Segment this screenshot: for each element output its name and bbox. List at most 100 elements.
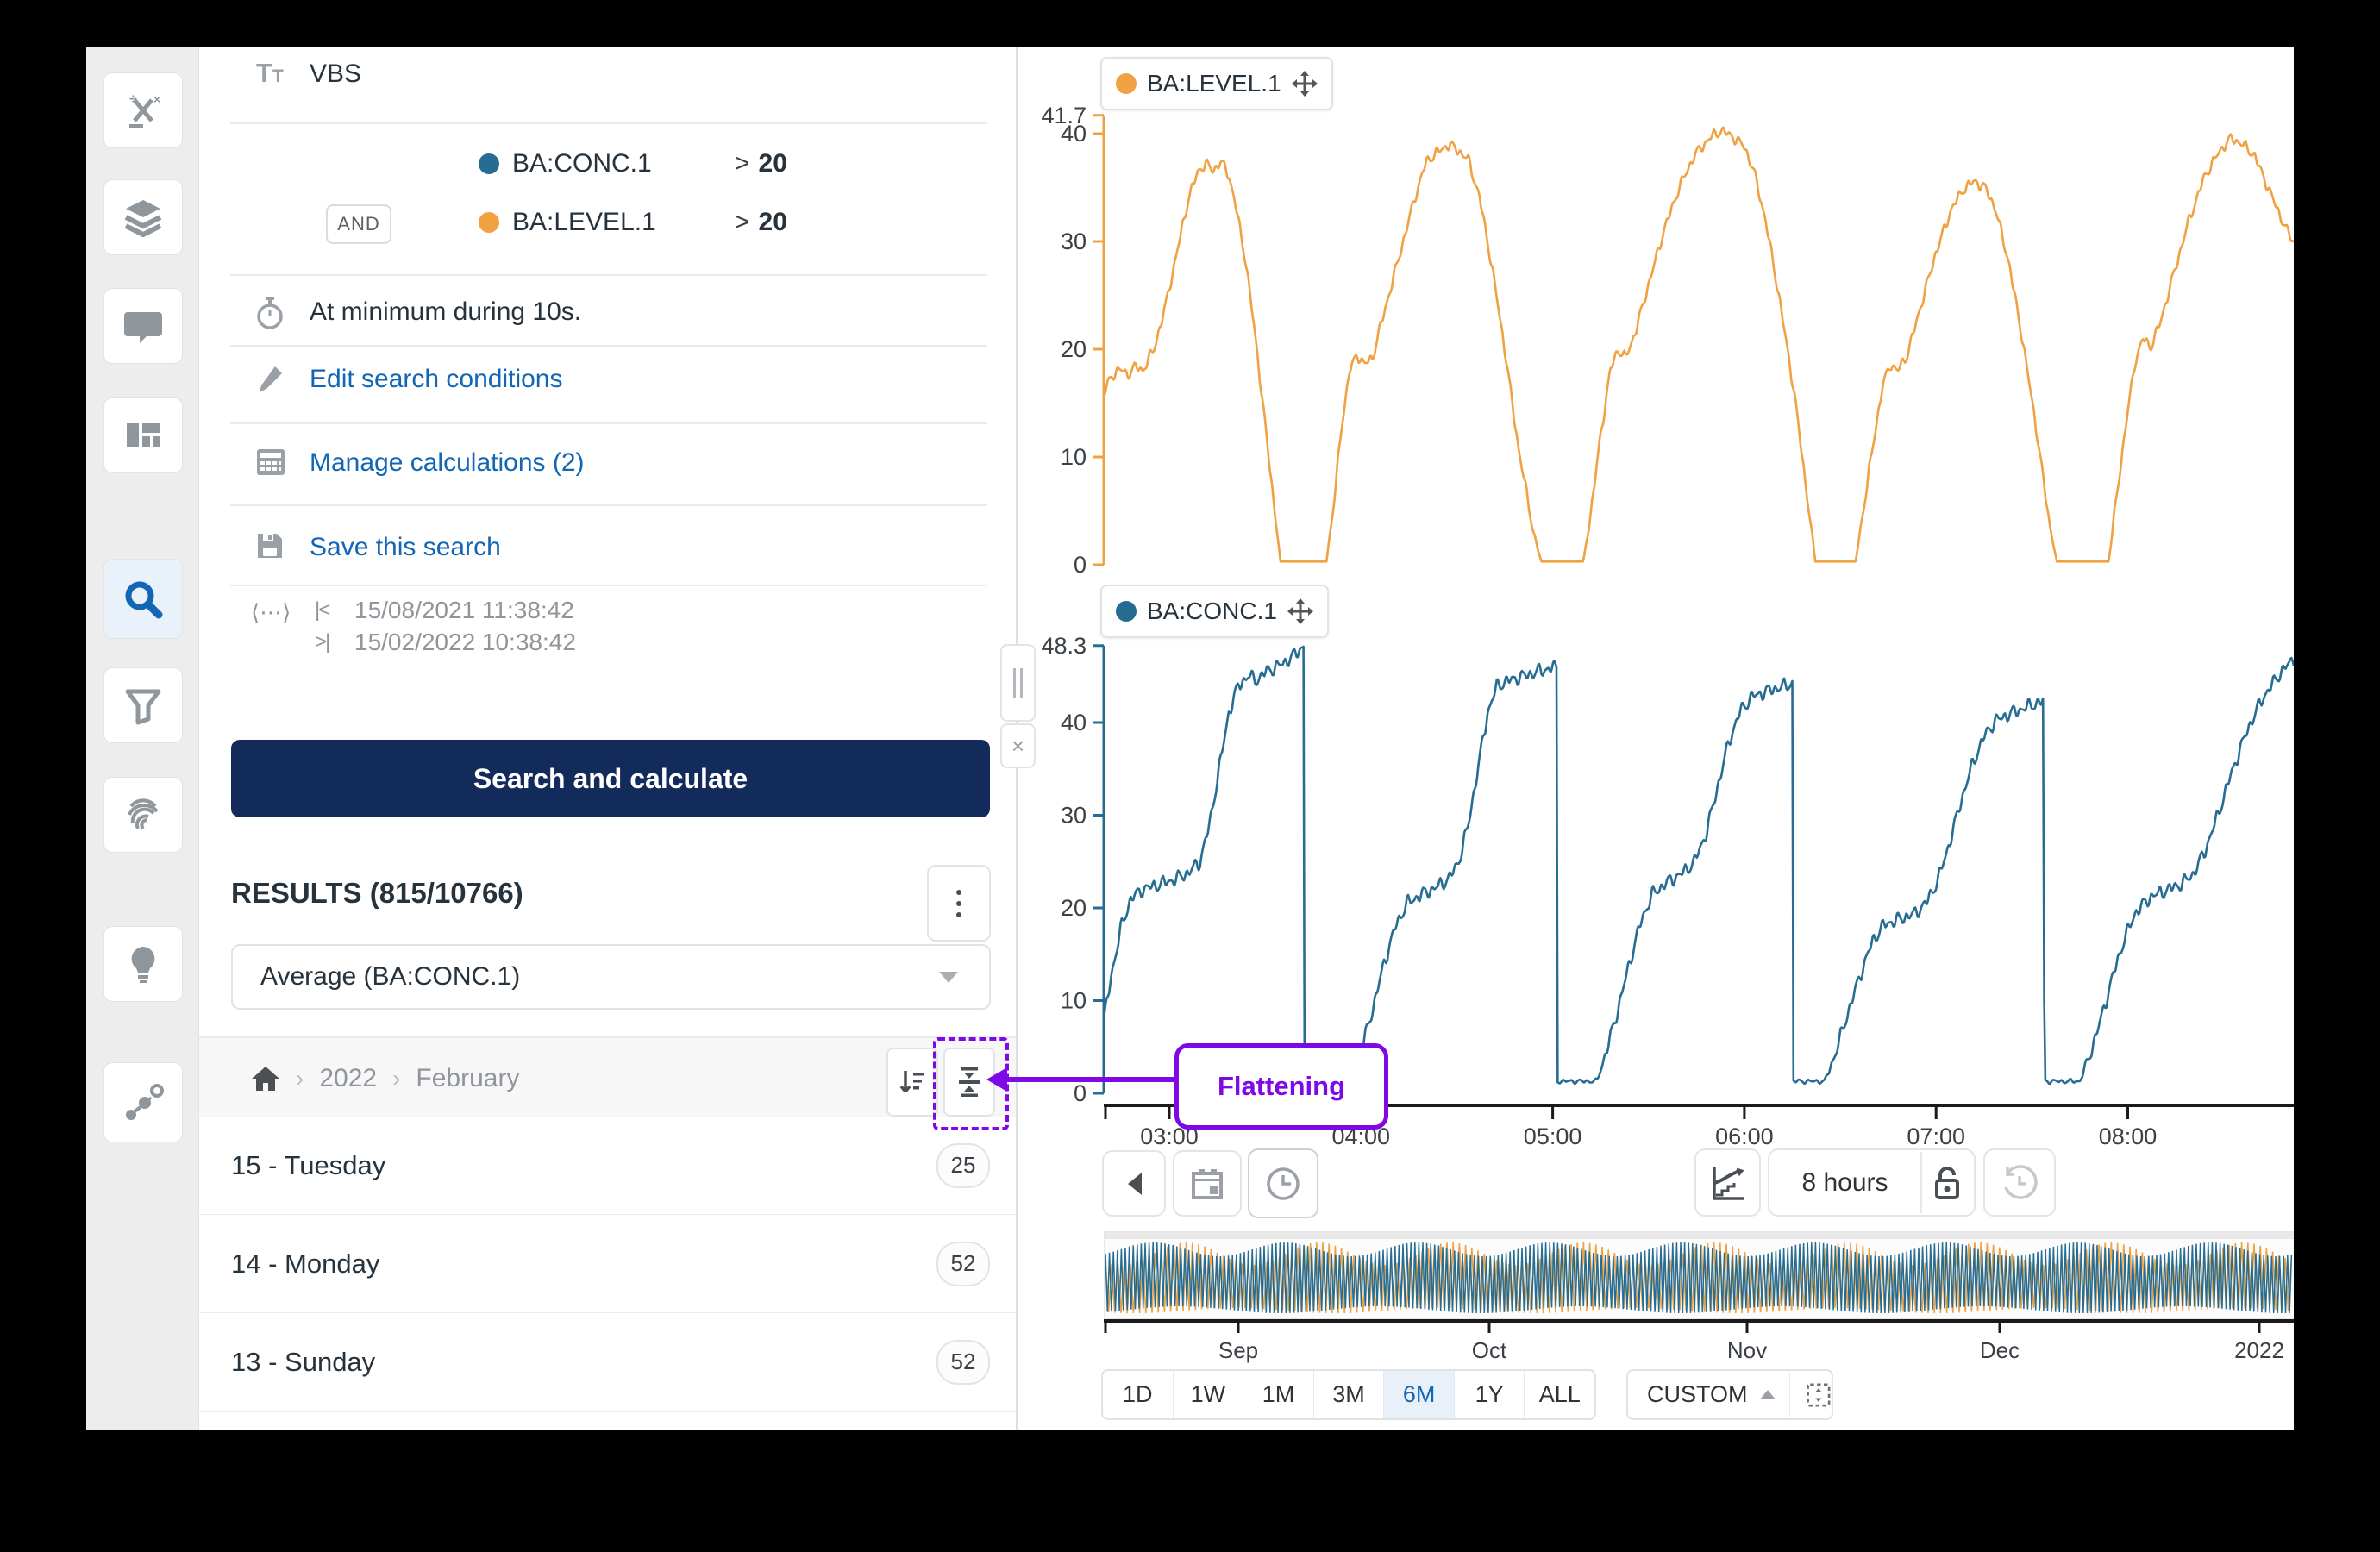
result-row[interactable]: 15 - Tuesday 25 <box>199 1117 1016 1216</box>
chevron-right-icon: › <box>392 1064 401 1092</box>
time-of-day-button[interactable] <box>1248 1148 1318 1218</box>
move-icon[interactable] <box>1287 598 1313 624</box>
lightbulb-icon <box>131 947 155 983</box>
zoom-1d[interactable]: 1D <box>1103 1371 1174 1418</box>
duration-field[interactable]: 8 hours <box>1768 1148 1976 1217</box>
overview-top-bar <box>1105 1232 2294 1239</box>
clock-icon <box>1267 1167 1300 1200</box>
tag-color-dot <box>479 212 499 233</box>
rail-filter-button[interactable] <box>103 667 183 743</box>
chevron-up-icon <box>1759 1390 1776 1399</box>
conc-series-legend[interactable]: BA:CONC.1 <box>1100 585 1329 638</box>
flattening-annotation: Flattening <box>1174 1043 1388 1130</box>
rail-recommendation-button[interactable] <box>103 926 183 1002</box>
move-icon[interactable] <box>1291 71 1318 97</box>
compare-trends-button[interactable] <box>1694 1148 1761 1217</box>
filter-icon <box>125 689 161 725</box>
results-menu-button[interactable] <box>927 865 991 942</box>
duration-value: 8 hours <box>1801 1167 1888 1197</box>
flattening-toggle-button[interactable] <box>943 1048 995 1117</box>
search-icon <box>125 581 163 618</box>
chevron-left-icon <box>1128 1172 1142 1195</box>
stopwatch-icon <box>257 297 283 329</box>
divider <box>230 345 987 347</box>
rail-formula-button[interactable]: ÷ × <box>103 72 183 148</box>
svg-text:Dec: Dec <box>1980 1337 2020 1363</box>
search-and-calculate-button[interactable]: Search and calculate <box>231 740 990 817</box>
manage-calculations-link[interactable]: Manage calculations (2) <box>310 448 585 477</box>
grip-icon <box>1013 668 1016 698</box>
panel-close-button[interactable]: × <box>1000 723 1036 768</box>
aggregation-value: Average (BA:CONC.1) <box>260 962 521 991</box>
annotation-arrow-line <box>1005 1077 1176 1082</box>
condition-tag[interactable]: BA:CONC.1 <box>512 149 652 178</box>
range-end-timestamp: 15/02/2022 10:38:42 <box>354 629 576 655</box>
search-query-name: VBS <box>310 59 362 88</box>
left-icon-rail: ÷ × <box>86 47 199 1430</box>
zoom-preset-group: 1D 1W 1M 3M 6M 1Y ALL <box>1101 1369 1596 1420</box>
rail-layers-button[interactable] <box>103 179 183 255</box>
home-icon[interactable] <box>251 1065 280 1092</box>
step-back-button[interactable] <box>1102 1150 1166 1217</box>
divider <box>1788 1373 1791 1417</box>
calculator-icon <box>257 449 285 475</box>
duration-text: At minimum during 10s. <box>310 297 582 326</box>
breadcrumb-month[interactable]: February <box>416 1063 520 1092</box>
skip-end-icon: >| <box>315 630 330 654</box>
rail-search-button[interactable] <box>103 559 183 639</box>
kebab-icon <box>956 889 961 895</box>
and-chip[interactable]: AND <box>326 204 391 244</box>
edit-search-conditions-link[interactable]: Edit search conditions <box>310 365 563 393</box>
graph-icon <box>126 1083 164 1120</box>
condition-tag[interactable]: BA:LEVEL.1 <box>512 208 656 236</box>
save-search-link[interactable]: Save this search <box>310 533 501 561</box>
sort-results-button[interactable] <box>886 1048 938 1117</box>
level-series-legend[interactable]: BA:LEVEL.1 <box>1100 57 1333 110</box>
rail-comment-button[interactable] <box>103 288 183 364</box>
timespan-icon: ⟨⋯⟩ <box>251 599 291 625</box>
result-row[interactable]: 14 - Monday 52 <box>199 1215 1016 1314</box>
fit-range-icon[interactable] <box>1806 1380 1832 1410</box>
rail-dashboard-button[interactable] <box>103 397 183 473</box>
zoom-1m[interactable]: 1M <box>1243 1371 1314 1418</box>
svg-text:20: 20 <box>1061 336 1087 362</box>
custom-range-button[interactable]: CUSTOM <box>1647 1381 1748 1407</box>
svg-text:05:00: 05:00 <box>1524 1123 1582 1149</box>
zoom-1y[interactable]: 1Y <box>1455 1371 1525 1418</box>
series-color-dot <box>1116 601 1137 622</box>
splitter-drag-handle[interactable] <box>1000 644 1036 722</box>
overview-range-strip[interactable] <box>1104 1231 2294 1319</box>
result-row[interactable]: 13 - Sunday 52 <box>199 1313 1016 1412</box>
history-icon <box>2004 1164 2038 1199</box>
history-reset-button[interactable] <box>1983 1148 2056 1217</box>
series-color-dot <box>1116 73 1137 94</box>
result-day-label: 15 - Tuesday <box>231 1149 386 1180</box>
divider <box>1920 1152 1922 1213</box>
text-tag-icon: TT <box>256 58 284 88</box>
aggregation-dropdown[interactable]: Average (BA:CONC.1) <box>231 944 991 1010</box>
result-count-badge: 25 <box>936 1142 990 1188</box>
pencil-icon <box>260 366 282 392</box>
zoom-1w[interactable]: 1W <box>1174 1371 1244 1418</box>
flattening-highlight-outline <box>933 1037 1009 1130</box>
zoom-6m[interactable]: 6M <box>1384 1371 1455 1418</box>
zoom-all[interactable]: ALL <box>1538 1381 1581 1407</box>
series-name: BA:LEVEL.1 <box>1147 70 1281 97</box>
comment-icon <box>124 312 162 343</box>
breadcrumb-year[interactable]: 2022 <box>319 1063 378 1092</box>
divider <box>230 585 987 586</box>
svg-text:06:00: 06:00 <box>1715 1123 1774 1149</box>
lock-open-icon[interactable] <box>1932 1165 1963 1201</box>
skip-start-icon: |< <box>315 598 330 622</box>
rail-context-button[interactable] <box>103 1062 183 1142</box>
calendar-button[interactable] <box>1173 1150 1242 1217</box>
condition-operator-value: >20 <box>735 149 787 178</box>
zoom-3m[interactable]: 3M <box>1314 1371 1385 1418</box>
rail-fingerprint-button[interactable] <box>103 777 183 853</box>
flattening-icon <box>959 1067 980 1097</box>
svg-text:40: 40 <box>1061 121 1087 147</box>
dashboard-icon <box>127 423 160 447</box>
divider <box>230 504 987 506</box>
